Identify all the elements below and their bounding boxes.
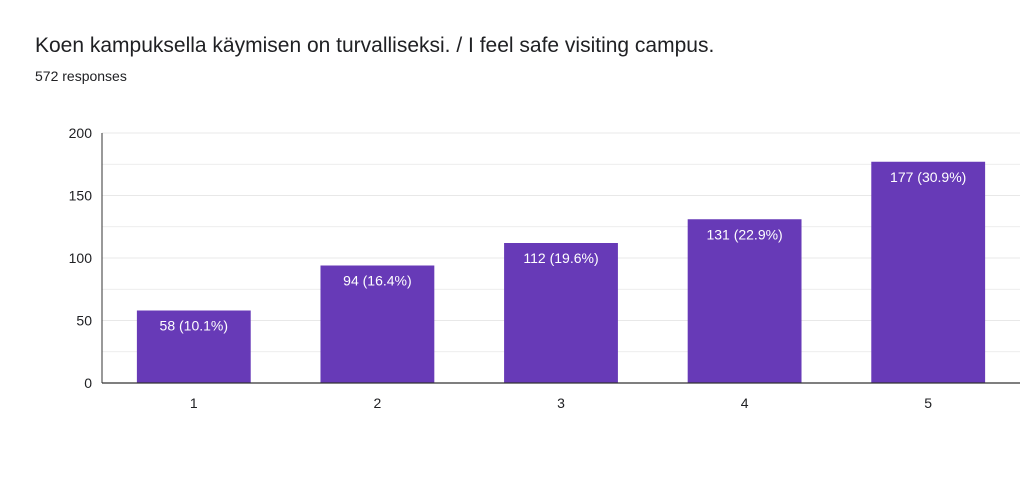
y-tick-label: 150 xyxy=(69,188,93,204)
x-tick-label: 3 xyxy=(557,395,565,411)
chart-title: Koen kampuksella käymisen on turvallisek… xyxy=(35,34,715,57)
bar-3[interactable] xyxy=(504,243,618,383)
y-tick-label: 0 xyxy=(84,375,92,391)
x-tick-label: 4 xyxy=(741,395,749,411)
x-tick-label: 2 xyxy=(374,395,382,411)
response-count: 572 responses xyxy=(35,68,127,84)
bar-2[interactable] xyxy=(320,265,435,384)
bar-data-label: 94 (16.4%) xyxy=(343,273,411,289)
bar-data-label: 112 (19.6%) xyxy=(523,250,598,266)
x-tick-label: 5 xyxy=(924,395,932,411)
bar-data-label: 58 (10.1%) xyxy=(160,318,228,334)
bar-1[interactable] xyxy=(136,310,251,384)
bar-data-label: 131 (22.9%) xyxy=(706,226,782,242)
bar-data-label: 177 (30.9%) xyxy=(890,169,966,185)
gridlines xyxy=(102,132,1020,353)
y-tick-label: 50 xyxy=(76,313,92,329)
y-tick-label: 100 xyxy=(69,250,93,266)
x-tick-label: 1 xyxy=(190,395,198,411)
bar-5[interactable] xyxy=(871,161,986,383)
y-tick-label: 200 xyxy=(69,125,93,141)
bar-4[interactable] xyxy=(687,219,802,383)
